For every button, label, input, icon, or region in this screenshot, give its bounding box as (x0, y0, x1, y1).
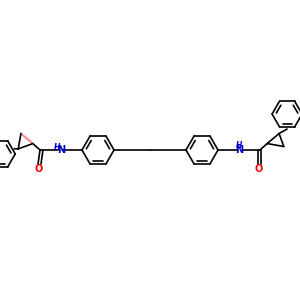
Text: H: H (236, 140, 242, 149)
Text: O: O (35, 164, 43, 174)
Text: N: N (57, 145, 65, 155)
Text: N: N (235, 145, 243, 155)
Text: H: H (54, 142, 60, 152)
Text: O: O (255, 164, 263, 174)
